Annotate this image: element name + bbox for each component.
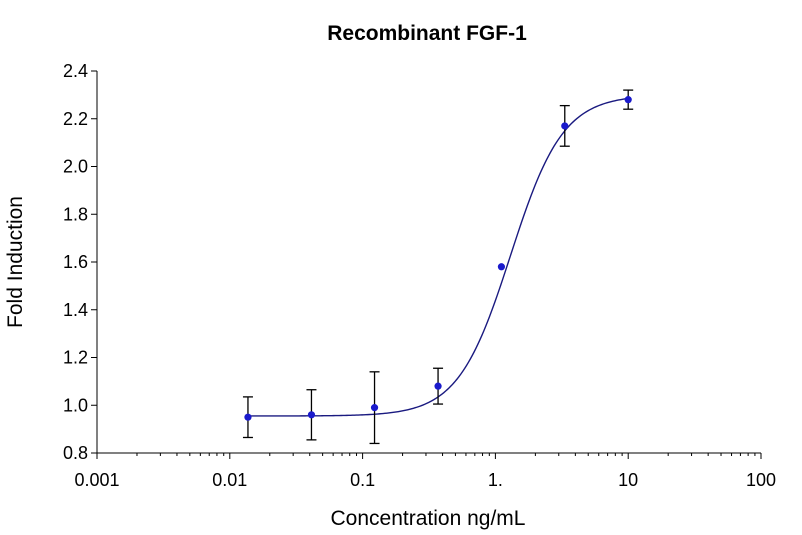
y-axis-label: Fold Induction [4,196,27,328]
y-tick-label: 1.6 [63,252,88,272]
y-tick-label: 1.2 [63,348,88,368]
chart-title: Recombinant FGF-1 [327,22,527,45]
y-tick-label: 1.8 [63,204,88,224]
y-tick-label: 2.0 [63,157,88,177]
x-axis-label: Concentration ng/mL [331,507,526,530]
x-tick-label: 10 [618,470,638,490]
y-tick-label: 1.4 [63,300,88,320]
data-point [370,404,379,412]
data-point [624,96,632,104]
y-tick-label: 2.2 [63,109,88,129]
plot-area: 0.8 1.0 1.2 1.4 1.6 1.8 2.0 2.2 2.4 0.001 0.01 0.1 1… [63,61,776,490]
data-point [244,413,252,421]
x-tick-label: 0.001 [74,470,119,490]
x-tick-label: 100 [746,470,776,490]
y-tick-label: 0.8 [63,443,88,463]
data-point [497,263,506,271]
data-point [434,382,442,390]
data-point [307,411,316,419]
y-tick-label: 1.0 [63,395,88,415]
y-tick-label: 2.4 [63,61,88,81]
data-point [561,122,569,130]
x-tick-label: 1. [488,470,503,490]
x-tick-label: 0.1 [350,470,375,490]
x-tick-label: 0.01 [212,470,247,490]
